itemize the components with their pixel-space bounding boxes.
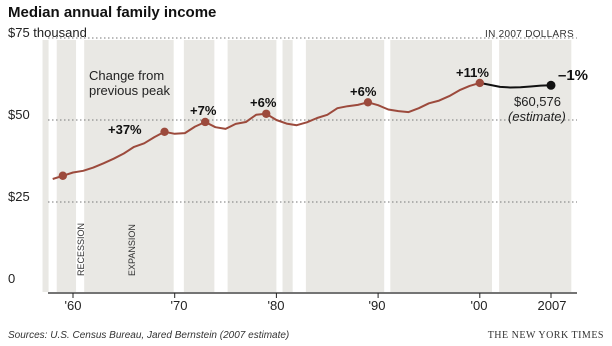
y-tick-label: $25 <box>8 189 30 204</box>
x-tick-label: '80 <box>268 298 285 313</box>
peak-change-label: +6% <box>250 95 277 110</box>
peak-marker <box>475 78 484 88</box>
recession-band <box>276 40 283 292</box>
recession-band <box>384 40 391 292</box>
band-label-recession: RECESSION <box>76 223 86 276</box>
annotation-line-2: previous peak <box>89 83 170 98</box>
y-tick-label: 0 <box>8 271 15 286</box>
estimate-marker <box>546 80 556 90</box>
source-note: Sources: U.S. Census Bureau, Jared Berns… <box>8 330 289 341</box>
chart-title: Median annual family income <box>8 4 216 21</box>
x-axis <box>48 292 577 298</box>
recession-band <box>76 40 85 292</box>
peak-markers <box>58 78 556 180</box>
peak-marker <box>363 98 373 107</box>
x-tick-label: 2007 <box>538 298 567 313</box>
x-tick-label: '60 <box>65 298 82 313</box>
y-tick-label: $50 <box>8 107 30 122</box>
recession-band <box>173 40 184 292</box>
x-tick-label: '70 <box>171 298 188 313</box>
band-label-expansion: EXPANSION <box>127 224 137 276</box>
estimate-line <box>479 81 552 89</box>
estimate-note-label: (estimate) <box>508 109 566 124</box>
peak-change-label: +11% <box>456 65 489 80</box>
peak-change-label: +6% <box>350 84 377 99</box>
recession-band <box>292 40 306 292</box>
annotation-line-1: Change from <box>89 68 164 83</box>
x-tick-label: '00 <box>471 298 488 313</box>
credit-line: THE NEW YORK TIMES <box>488 330 604 341</box>
peak-change-label: +37% <box>108 122 142 137</box>
estimate-change-label: –1% <box>558 67 588 84</box>
peak-marker <box>160 127 169 137</box>
units-note: IN 2007 DOLLARS <box>485 29 574 40</box>
y-tick-label: $75 thousand <box>8 25 87 40</box>
recession-band <box>214 40 228 292</box>
peak-marker <box>58 171 68 180</box>
peak-change-label: +7% <box>190 103 217 118</box>
peak-marker <box>262 109 271 118</box>
estimate-value-label: $60,576 <box>514 94 561 109</box>
recession-band <box>492 40 500 292</box>
peak-marker <box>201 117 210 127</box>
recession-band <box>48 40 57 292</box>
x-tick-label: '90 <box>369 298 386 313</box>
